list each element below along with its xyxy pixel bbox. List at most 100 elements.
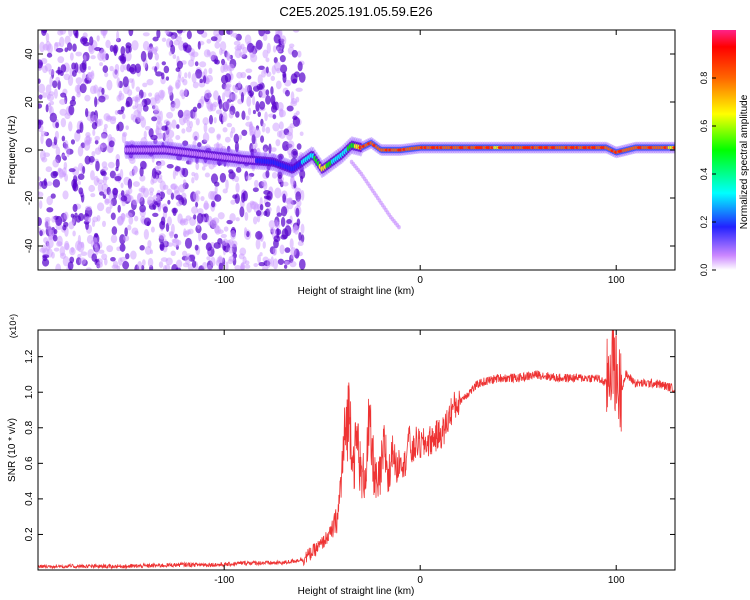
- spectrogram-noise-cell: [125, 125, 129, 130]
- spectrogram-noise-cell: [175, 67, 181, 72]
- spectrogram-noise-cell: [150, 134, 158, 141]
- spectrogram-noise-cell: [288, 43, 295, 48]
- spectrogram-noise-cell: [38, 78, 41, 84]
- spectrogram-noise-cell: [264, 201, 271, 208]
- spectrogram-noise-cell: [135, 94, 142, 101]
- spectrogram-noise-cell: [258, 261, 266, 267]
- spectrogram-x-label: Height of straight line (km): [298, 286, 415, 297]
- spectrogram-noise-cell: [230, 199, 236, 205]
- spectrogram-y-tick-label: 40: [24, 48, 35, 60]
- spectrogram-tail-cell: [397, 225, 401, 230]
- spectrogram-noise-cell: [210, 218, 217, 229]
- spectrogram-noise-cell: [124, 227, 128, 237]
- spectrogram-noise-cell: [155, 71, 163, 77]
- spectrogram-noise-cell: [257, 74, 263, 85]
- spectrogram-noise-cell: [191, 206, 199, 214]
- spectrogram-noise-cell: [144, 98, 151, 106]
- spectrogram-noise-cell: [60, 64, 67, 73]
- spectrogram-noise-cell: [102, 65, 109, 73]
- spectrogram-noise-cell: [46, 195, 53, 206]
- spectrogram-noise-cell: [191, 260, 197, 268]
- spectrogram-noise-cell: [41, 180, 48, 189]
- spectrogram-noise-cell: [195, 118, 200, 126]
- spectrogram-noise-cell: [216, 134, 221, 141]
- spectrogram-noise-cell: [273, 235, 281, 243]
- spectrogram-noise-cell: [300, 234, 305, 243]
- spectrogram-noise-cell: [104, 94, 109, 100]
- spectrogram-noise-cell: [224, 84, 231, 92]
- spectrogram-noise-cell: [122, 131, 128, 137]
- spectrogram-noise-cell: [272, 122, 280, 132]
- spectrogram-noise-cell: [106, 79, 113, 91]
- spectrogram-noise-cell: [163, 238, 168, 247]
- spectrogram-noise-cell: [87, 65, 91, 71]
- spectrogram-noise-cell: [109, 65, 114, 72]
- spectrogram-noise-cell: [223, 226, 229, 232]
- spectrogram-noise-cell: [120, 182, 124, 189]
- spectrogram-y-tick-label: 20: [24, 96, 35, 108]
- spectrogram-noise-cell: [232, 84, 236, 92]
- spectrogram-noise-cell: [60, 117, 67, 128]
- spectrogram-noise-cell: [245, 68, 253, 74]
- spectrogram-noise-cell: [40, 130, 48, 137]
- spectrogram-noise-cell: [233, 133, 240, 144]
- spectrogram-noise-cell: [154, 66, 158, 73]
- colorbar-gradient: [712, 30, 736, 270]
- spectrogram-noise-cell: [59, 36, 65, 48]
- spectrogram-noise-cell: [275, 139, 281, 147]
- spectrogram-noise-cell: [208, 190, 215, 200]
- spectrogram-noise-cell: [277, 171, 283, 179]
- spectrogram-y-label: Frequency (Hz): [7, 116, 18, 185]
- spectrogram-noise-cell: [265, 57, 270, 63]
- spectrogram-noise-cell: [175, 35, 182, 42]
- spectrogram-noise-cell: [117, 204, 121, 213]
- spectrogram-noise-cell: [176, 124, 180, 129]
- spectrogram-noise-cell: [266, 190, 273, 201]
- spectrogram-noise-cell: [160, 257, 168, 262]
- spectrogram-cells: [38, 30, 675, 270]
- spectrogram-noise-cell: [259, 204, 264, 211]
- spectrogram-noise-cell: [234, 265, 242, 270]
- spectrogram-noise-cell: [134, 215, 139, 222]
- spectrogram-noise-cell: [185, 215, 192, 221]
- spectrogram-noise-cell: [94, 135, 101, 141]
- spectrogram-noise-cell: [292, 226, 296, 234]
- spectrogram-noise-cell: [195, 201, 199, 208]
- spectrogram-noise-cell: [260, 135, 265, 143]
- spectrogram-noise-cell: [49, 112, 58, 123]
- spectrogram-noise-cell: [228, 63, 235, 72]
- spectrogram-noise-cell: [96, 35, 100, 42]
- spectrogram-noise-cell: [262, 33, 268, 41]
- spectrogram-noise-cell: [293, 71, 300, 78]
- spectrogram-noise-cell: [214, 59, 220, 65]
- spectrogram-noise-cell: [101, 220, 107, 228]
- spectrogram-noise-cell: [166, 188, 173, 195]
- spectrogram-noise-cell: [272, 45, 277, 53]
- spectrogram-noise-cell: [78, 212, 85, 222]
- snr-x-tick-label: 0: [417, 575, 423, 586]
- spectrogram-noise-cell: [213, 242, 221, 249]
- spectrogram-noise-cell: [291, 148, 299, 159]
- spectrogram-noise-cell: [176, 60, 184, 70]
- spectrogram-noise-cell: [259, 100, 266, 110]
- spectrogram-ridge-peak: [672, 146, 675, 150]
- spectrogram-noise-cell: [276, 130, 283, 138]
- spectrogram-noise-cell: [69, 99, 77, 107]
- spectrogram-noise-cell: [178, 184, 186, 193]
- spectrogram-noise-cell: [266, 259, 271, 269]
- spectrogram-noise-cell: [198, 231, 202, 242]
- spectrogram-noise-cell: [143, 130, 147, 140]
- spectrogram-noise-cell: [253, 128, 261, 138]
- spectrogram-noise-cell: [43, 237, 49, 244]
- spectrogram-noise-cell: [92, 129, 96, 136]
- spectrogram-noise-cell: [55, 263, 62, 270]
- spectrogram-noise-cell: [197, 208, 204, 216]
- spectrogram-noise-cell: [195, 161, 200, 171]
- spectrogram-noise-cell: [206, 264, 213, 270]
- spectrogram-noise-cell: [64, 112, 71, 120]
- spectrogram-noise-cell: [39, 247, 46, 253]
- spectrogram-noise-cell: [235, 166, 242, 173]
- spectrogram-noise-cell: [84, 216, 91, 223]
- spectrogram-noise-cell: [177, 109, 184, 119]
- spectrogram-noise-cell: [89, 36, 94, 46]
